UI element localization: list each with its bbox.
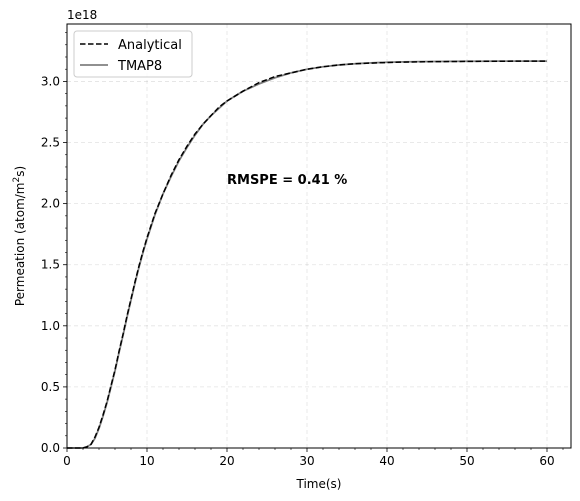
- rmspe-annotation: RMSPE = 0.41 %: [227, 173, 347, 188]
- y-axis-label-main: Permeation (atom/m: [13, 183, 27, 307]
- y-tick-label: 2.0: [41, 197, 60, 211]
- grid: [66, 24, 571, 449]
- y-tick-label: 3.0: [41, 74, 60, 88]
- series-layer: [67, 60, 547, 449]
- x-tick-label: 30: [299, 454, 314, 468]
- legend: Analytical TMAP8: [73, 30, 193, 78]
- y-axis-label: Permeation (atom/m2s): [12, 166, 27, 306]
- y-tick-label: 0.5: [41, 380, 60, 394]
- y-tick-label: 2.5: [41, 136, 60, 150]
- y-tick-label: 0.0: [41, 441, 60, 455]
- x-tick-label: 20: [219, 454, 234, 468]
- y-axis-label-superscript: 2: [12, 177, 22, 183]
- y-axis-label-tail: s): [13, 166, 27, 177]
- y-tick-label: 1.0: [41, 319, 60, 333]
- ticks: 0 10 20 30 40 50 60 0.0 0.5 1.0 1.5 2.0 2.5 3.0: [41, 32, 564, 468]
- x-tick-label: 10: [139, 454, 154, 468]
- x-tick-label: 0: [63, 454, 71, 468]
- x-tick-label: 50: [459, 454, 474, 468]
- offset-text: 1e18: [67, 8, 97, 22]
- x-tick-label: 60: [539, 454, 554, 468]
- x-tick-label: 40: [379, 454, 394, 468]
- legend-label-analytical: Analytical: [118, 38, 182, 53]
- x-axis-label: Time(s): [296, 477, 342, 491]
- axes-frame: [66, 23, 572, 449]
- series-line-analytical: [67, 60, 547, 449]
- legend-label-tmap8: TMAP8: [117, 59, 162, 74]
- y-tick-label: 1.5: [41, 258, 60, 272]
